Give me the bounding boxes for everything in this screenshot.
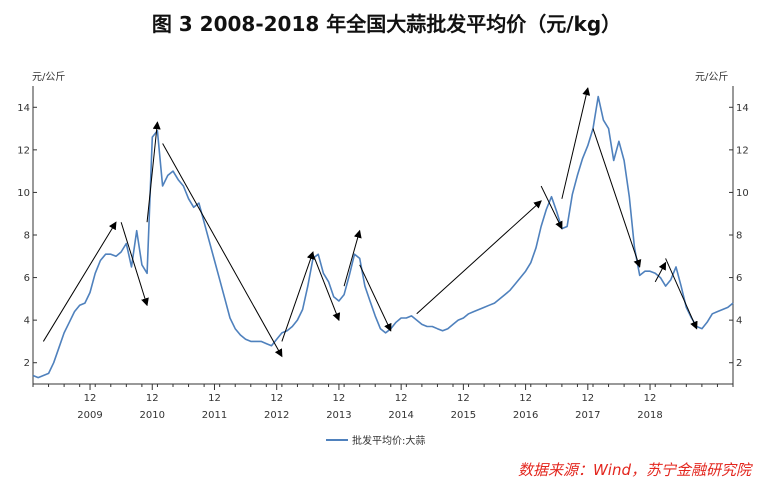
trend-arrow <box>146 121 161 223</box>
x-month-label: 12 <box>395 393 408 404</box>
x-year-label: 2012 <box>264 410 289 421</box>
trend-arrow <box>281 251 315 342</box>
trend-arrow <box>312 253 341 322</box>
legend: 批发平均价:大蒜 <box>326 432 425 447</box>
left-axis-unit: 元/公斤 <box>32 72 66 83</box>
x-year-label: 2017 <box>575 410 600 421</box>
x-month-label: 12 <box>333 393 346 404</box>
x-month-label: 12 <box>644 393 657 404</box>
trend-arrow <box>654 261 667 283</box>
y-tick-label-left: 8 <box>24 231 30 242</box>
x-year-label: 2016 <box>513 410 538 421</box>
y-tick-label-left: 14 <box>17 103 30 114</box>
trend-arrow <box>540 185 563 230</box>
legend-swatch <box>326 438 348 441</box>
y-tick-label-left: 4 <box>24 316 30 327</box>
x-month-label: 12 <box>84 393 97 404</box>
x-year-label: 2013 <box>326 410 351 421</box>
x-year-label: 2010 <box>140 410 165 421</box>
legend-label: 批发平均价:大蒜 <box>352 436 426 447</box>
x-month-label: 12 <box>146 393 159 404</box>
trend-arrow <box>561 87 591 199</box>
y-tick-label-right: 4 <box>736 316 742 327</box>
trend-arrow <box>162 143 283 358</box>
y-tick-label-right: 14 <box>736 103 749 114</box>
y-tick-label-right: 8 <box>736 231 742 242</box>
y-tick-label-right: 2 <box>736 358 742 369</box>
x-month-label: 12 <box>519 393 532 404</box>
chart-title: 图 3 2008-2018 年全国大蒜批发平均价（元/kg） <box>151 12 622 36</box>
trend-arrow <box>416 200 542 315</box>
trend-arrow <box>42 221 117 342</box>
y-tick-label-right: 6 <box>736 273 742 284</box>
y-tick-label-right: 12 <box>736 145 749 156</box>
x-month-label: 12 <box>208 393 221 404</box>
y-tick-label-right: 10 <box>736 188 749 199</box>
x-month-label: 12 <box>270 393 283 404</box>
y-tick-label-left: 12 <box>17 145 30 156</box>
x-year-label: 2009 <box>77 410 102 421</box>
source-note: 数据来源：Wind，苏宁金融研究院 <box>517 461 751 479</box>
trend-arrow <box>592 128 642 268</box>
x-month-label: 12 <box>581 393 594 404</box>
right-axis-unit: 元/公斤 <box>695 72 729 83</box>
x-year-label: 2014 <box>388 410 413 421</box>
y-tick-label-left: 10 <box>17 188 30 199</box>
trend-arrow <box>343 229 362 287</box>
trend-arrow <box>359 264 392 332</box>
x-month-label: 12 <box>457 393 470 404</box>
x-year-label: 2015 <box>451 410 476 421</box>
x-year-label: 2011 <box>202 410 227 421</box>
series-line <box>32 95 734 379</box>
y-tick-label-left: 6 <box>24 273 30 284</box>
x-year-label: 2018 <box>637 410 662 421</box>
trend-arrow <box>120 222 149 307</box>
trend-arrow <box>665 258 698 330</box>
y-tick-label-left: 2 <box>24 358 30 369</box>
